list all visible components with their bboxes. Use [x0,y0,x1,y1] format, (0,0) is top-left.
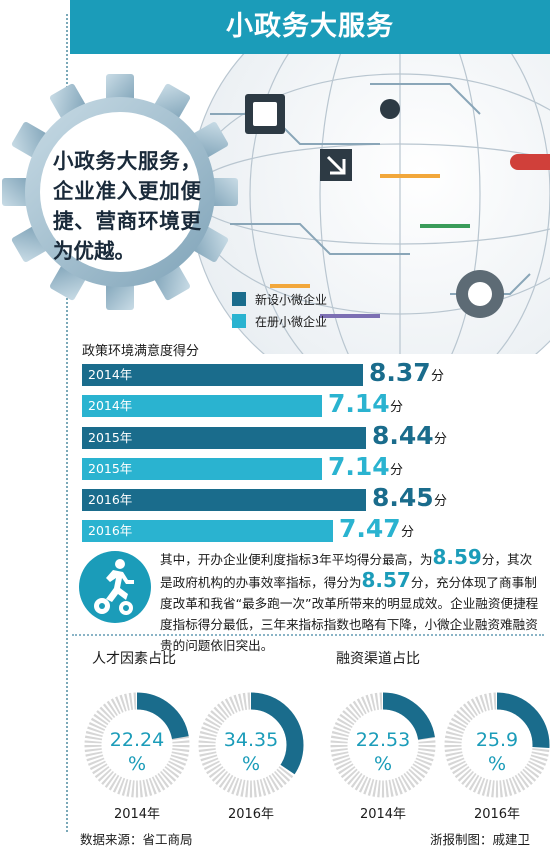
bar-2016年-registered: 2016年 [82,520,333,542]
donut-value-label: 34.35% [223,729,279,775]
legend-label-new: 新设小微企业 [255,293,328,307]
gear-icon [2,74,238,310]
bar-unit-label: 分 [390,400,404,415]
bar-2015年-new: 2015年 [82,427,366,449]
donut-talent-2014年 [84,692,190,798]
donut-value-label: 25.9% [475,729,519,775]
donut-finance-2014年 [330,692,436,798]
legend-label-registered: 在册小微企业 [255,315,328,329]
data-source: 数据来源：省工商局 [80,832,193,847]
desc-part-1: 其中，开办企业便利度指标3年平均得分最高，为 [160,552,433,567]
globe-graphic [189,54,550,354]
donut-share-arc [444,692,550,798]
legend-swatch-registered [232,314,246,328]
bar-category-label: 2015年 [88,430,133,445]
description-paragraph: 其中，开办企业便利度指标3年平均得分最高，为8.59分，其次是政府机构的办事效率… [160,547,542,656]
desc-part-2: 分，其次是政府机构的办事效率指标，得分为 [160,552,533,590]
legend-swatch-new [232,292,246,306]
donut-year-label: 2016年 [473,807,521,822]
donut-year-label: 2014年 [359,807,407,822]
credit-line: 浙报制图：戚建卫 [430,832,531,847]
title-bar: 小政务大服务 [70,0,550,54]
bar-category-label: 2016年 [88,492,133,507]
bar-category-label: 2015年 [88,461,133,476]
bar-2014年-registered: 2014年 [82,395,322,417]
bar-unit-label: 分 [401,525,415,540]
bar-unit-label: 分 [434,432,448,447]
desc-part-3: 分，充分体现了商事制度改革和我省“最多跑一次”改革所带来的明显成效。企业融资便捷… [160,575,539,653]
page-title: 小政务大服务 [226,11,394,42]
desc-highlight-1: 8.59 [432,545,482,569]
bar-unit-label: 分 [434,494,448,509]
bar-value-label: 8.45 [372,483,434,512]
left-dotted-border [66,14,68,832]
donut-year-label: 2016年 [227,807,275,822]
gear-text: 小政务大服务，企业准入更加便捷、营商环境更为优越。 [53,149,201,263]
bar-value-label: 8.44 [372,421,434,450]
donut-remainder [330,692,436,798]
bar-value-label: 7.14 [328,452,390,481]
bar-unit-label: 分 [431,369,445,384]
bar-2015年-registered: 2015年 [82,458,322,480]
bar-category-label: 2016年 [88,523,133,538]
bar-value-label: 7.47 [339,514,401,543]
donut-share-arc [84,692,190,798]
section-divider [72,634,544,636]
donut-share-arc [330,692,436,798]
bar-chart-title: 政策环境满意度得分 [82,344,200,359]
donut-finance-2016年 [444,692,550,798]
donut-share-arc [198,692,304,798]
donut-remainder [84,692,190,798]
bar-2014年-new: 2014年 [82,364,363,386]
finance-group-title: 融资渠道占比 [336,651,420,667]
bar-value-label: 8.37 [369,358,431,387]
donut-talent-2016年 [198,692,304,798]
donut-value-label: 22.53% [355,729,411,775]
runner-gears-icon [79,551,151,623]
donut-value-label: 22.24% [109,729,165,775]
talent-group-title: 人才因素占比 [92,651,176,667]
bar-value-label: 7.14 [328,389,390,418]
bar-unit-label: 分 [390,463,404,478]
bar-category-label: 2014年 [88,367,133,382]
donut-year-label: 2014年 [113,807,161,822]
desc-highlight-2: 8.57 [361,568,411,592]
bar-2016年-new: 2016年 [82,489,366,511]
bar-category-label: 2014年 [88,398,133,413]
